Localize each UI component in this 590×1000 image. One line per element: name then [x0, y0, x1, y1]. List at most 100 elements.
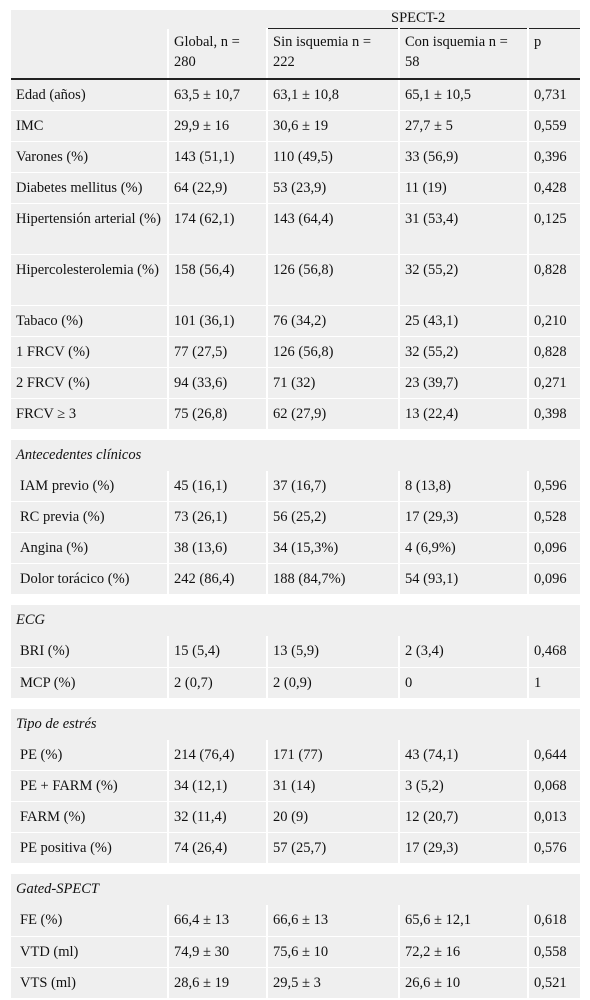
value-p: 0,125: [526, 203, 581, 255]
value-p: 0,596: [526, 470, 581, 502]
row-label: Dolor torácico (%): [11, 563, 168, 595]
value-p: 0,096: [526, 532, 581, 564]
table-row: PE (%) 214 (76,4) 171 (77) 43 (74,1) 0,644: [11, 739, 581, 771]
table-row: Dolor torácico (%) 242 (86,4) 188 (84,7%) 5…: [11, 563, 581, 595]
row-label: 1 FRCV (%): [11, 336, 168, 368]
row-label: VTS (ml): [11, 967, 168, 999]
value-con-isquemia: 17 (29,3): [398, 501, 528, 533]
table-row: Edad (años) 63,5 ± 10,7 63,1 ± 10,8 65,1 ± …: [11, 79, 581, 111]
value-con-isquemia: 72,2 ± 16: [398, 936, 528, 968]
table-row: 2 FRCV (%) 94 (33,6) 71 (32) 23 (39,7) 0,271: [11, 367, 581, 399]
section-header-row: Tipo de estrés: [11, 708, 581, 740]
value-global: 77 (27,5): [167, 336, 267, 368]
value-con-isquemia: 33 (56,9): [398, 141, 528, 173]
value-con-isquemia: 65,6 ± 12,1: [398, 905, 528, 937]
column-header-p: p: [526, 28, 581, 80]
value-sin-isquemia: 31 (14): [266, 770, 399, 802]
results-table-container: SPECT-2 Global, n = 280 Sin isquemia n =…: [11, 10, 581, 999]
value-sin-isquemia: 30,6 ± 19: [266, 110, 399, 142]
value-p: 1: [526, 667, 581, 699]
table-row: RC previa (%) 73 (26,1) 56 (25,2) 17 (29,3)…: [11, 501, 581, 533]
table-row: IMC 29,9 ± 16 30,6 ± 19 27,7 ± 5 0,559: [11, 110, 581, 142]
value-global: 94 (33,6): [167, 367, 267, 399]
value-con-isquemia: 43 (74,1): [398, 739, 528, 771]
table-row: PE + FARM (%) 34 (12,1) 31 (14) 3 (5,2) 0,06…: [11, 770, 581, 802]
value-con-isquemia: 31 (53,4): [398, 203, 528, 255]
value-con-isquemia: 32 (55,2): [398, 254, 528, 306]
section-spacer-cell: [11, 594, 581, 605]
value-con-isquemia: 4 (6,9%): [398, 532, 528, 564]
row-label: MCP (%): [11, 667, 168, 699]
value-con-isquemia: 26,6 ± 10: [398, 967, 528, 999]
value-p: 0,398: [526, 398, 581, 430]
value-global: 38 (13,6): [167, 532, 267, 564]
row-label: Hipercolesterolemia (%): [11, 254, 168, 306]
row-label: FE (%): [11, 905, 168, 937]
value-global: 158 (56,4): [167, 254, 267, 306]
section-title: Tipo de estrés: [11, 708, 581, 740]
value-p: 0,644: [526, 739, 581, 771]
value-p: 0,428: [526, 172, 581, 204]
table-row: PE positiva (%) 74 (26,4) 57 (25,7) 17 (29,…: [11, 832, 581, 864]
value-p: 0,731: [526, 79, 581, 111]
table-row: IAM previo (%) 45 (16,1) 37 (16,7) 8 (13,8)…: [11, 470, 581, 502]
value-global: 64 (22,9): [167, 172, 267, 204]
value-global: 66,4 ± 13: [167, 905, 267, 937]
value-p: 0,558: [526, 936, 581, 968]
table-row: VTS (ml) 28,6 ± 19 29,5 ± 3 26,6 ± 10 0,521: [11, 967, 581, 999]
value-global: 143 (51,1): [167, 141, 267, 173]
value-global: 15 (5,4): [167, 636, 267, 668]
row-label: IAM previo (%): [11, 470, 168, 502]
row-label: IMC: [11, 110, 168, 142]
value-sin-isquemia: 126 (56,8): [266, 254, 399, 306]
value-global: 63,5 ± 10,7: [167, 79, 267, 111]
value-con-isquemia: 3 (5,2): [398, 770, 528, 802]
value-global: 174 (62,1): [167, 203, 267, 255]
value-sin-isquemia: 171 (77): [266, 739, 399, 771]
section-spacer: [11, 697, 581, 709]
value-sin-isquemia: 188 (84,7%): [266, 563, 399, 595]
section-title: Gated-SPECT: [11, 874, 581, 905]
section-header-row: Gated-SPECT: [11, 874, 581, 905]
value-global: 29,9 ± 16: [167, 110, 267, 142]
value-p: 0,528: [526, 501, 581, 533]
value-con-isquemia: 27,7 ± 5: [398, 110, 528, 142]
row-label: PE + FARM (%): [11, 770, 168, 802]
table-row: 1 FRCV (%) 77 (27,5) 126 (56,8) 32 (55,2) 0,…: [11, 336, 581, 368]
row-label: PE (%): [11, 739, 168, 771]
value-sin-isquemia: 71 (32): [266, 367, 399, 399]
value-p: 0,068: [526, 770, 581, 802]
row-label: PE positiva (%): [11, 832, 168, 864]
section-spacer-cell: [11, 428, 581, 440]
value-con-isquemia: 12 (20,7): [398, 801, 528, 833]
section-title: ECG: [11, 605, 581, 636]
value-sin-isquemia: 76 (34,2): [266, 305, 399, 337]
value-sin-isquemia: 37 (16,7): [266, 470, 399, 502]
table-row: Hipercolesterolemia (%) 158 (56,4) 126 (56…: [11, 254, 581, 306]
column-header-con-isquemia: Con isquemia n = 58: [398, 28, 528, 80]
value-global: 45 (16,1): [167, 470, 267, 502]
value-global: 74,9 ± 30: [167, 936, 267, 968]
value-sin-isquemia: 143 (64,4): [266, 203, 399, 255]
table-row: Varones (%) 143 (51,1) 110 (49,5) 33 (56,9)…: [11, 141, 581, 173]
table-row: FE (%) 66,4 ± 13 66,6 ± 13 65,6 ± 12,1 0,618: [11, 905, 581, 937]
value-sin-isquemia: 62 (27,9): [266, 398, 399, 430]
row-label: RC previa (%): [11, 501, 168, 533]
value-con-isquemia: 8 (13,8): [398, 470, 528, 502]
row-label: Angina (%): [11, 532, 168, 564]
value-p: 0,828: [526, 336, 581, 368]
value-sin-isquemia: 66,6 ± 13: [266, 905, 399, 937]
value-p: 0,576: [526, 832, 581, 864]
value-p: 0,828: [526, 254, 581, 306]
value-global: 73 (26,1): [167, 501, 267, 533]
section-header-row: ECG: [11, 605, 581, 636]
value-con-isquemia: 0: [398, 667, 528, 699]
row-label: 2 FRCV (%): [11, 367, 168, 399]
value-sin-isquemia: 57 (25,7): [266, 832, 399, 864]
value-p: 0,396: [526, 141, 581, 173]
value-con-isquemia: 54 (93,1): [398, 563, 528, 595]
value-global: 242 (86,4): [167, 563, 267, 595]
value-global: 214 (76,4): [167, 739, 267, 771]
value-global: 28,6 ± 19: [167, 967, 267, 999]
table-row: MCP (%) 2 (0,7) 2 (0,9) 0 1: [11, 667, 581, 699]
